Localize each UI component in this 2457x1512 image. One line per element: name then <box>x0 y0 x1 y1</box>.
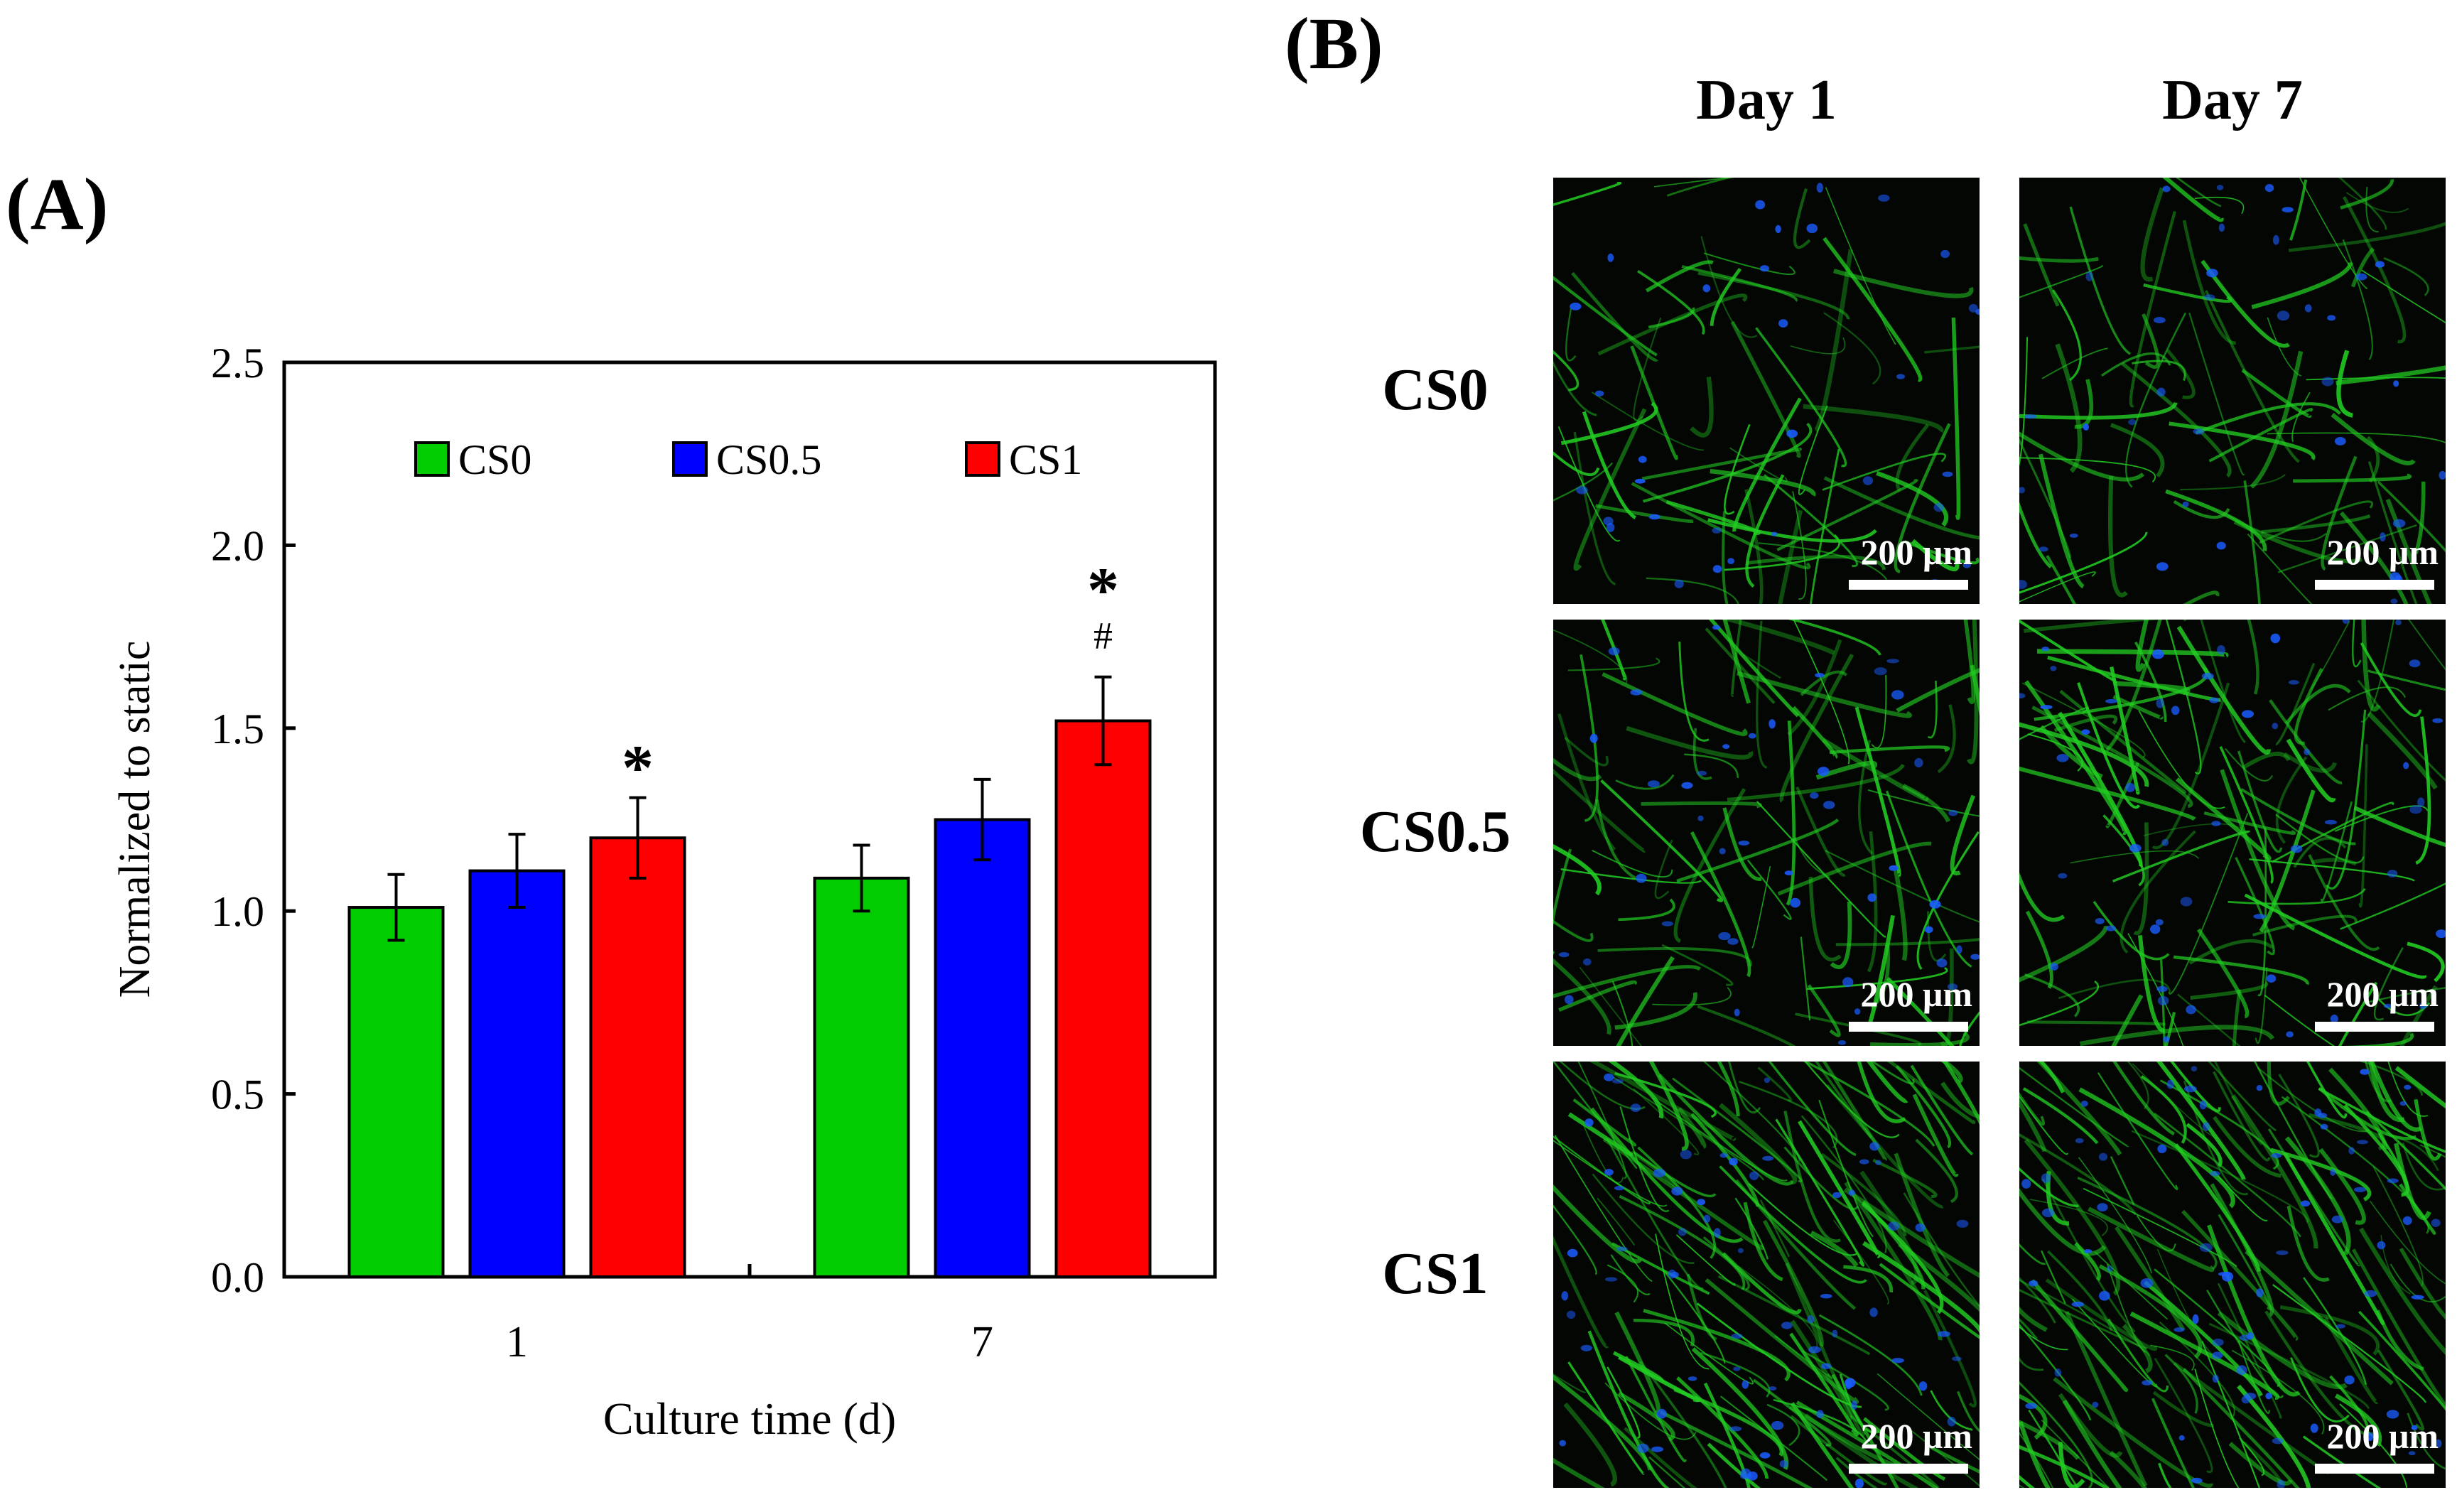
legend-label: CS0 <box>458 436 531 483</box>
scale-bar <box>1849 1464 1968 1474</box>
scale-bar-label: 200 μm <box>2326 1416 2439 1456</box>
y-tick-label: 1.0 <box>211 888 264 935</box>
row-label-cs0-5: CS0.5 <box>1359 799 1511 865</box>
bar-cs0-day-7 <box>813 876 910 1279</box>
significance-hash: # <box>1094 615 1113 657</box>
scale-bar-label: 200 μm <box>2326 532 2439 572</box>
micrograph-cs0-day7: 200 μm <box>2019 178 2446 604</box>
scale-bar <box>2315 580 2434 590</box>
scale-bar-label: 200 μm <box>1860 1416 1973 1456</box>
micrograph-cs1-day7: 200 μm <box>2019 1062 2446 1488</box>
y-tick-label: 2.5 <box>211 340 264 387</box>
legend-label: CS1 <box>1009 436 1082 483</box>
column-header-day-1: Day 1 <box>1696 69 1837 131</box>
legend-swatch-cs0 <box>414 441 450 477</box>
y-tick-label: 0.0 <box>211 1254 264 1301</box>
legend-swatch-cs0-5 <box>672 441 708 477</box>
scale-bar <box>2315 1464 2434 1474</box>
column-header-day-7: Day 7 <box>2162 69 2303 131</box>
scale-bar-label: 200 μm <box>1860 974 1973 1014</box>
legend-swatch-cs1 <box>965 441 1000 477</box>
micrograph-cs1-day1: 200 μm <box>1553 1062 1980 1488</box>
x-axis-label: Culture time (d) <box>603 1393 896 1444</box>
bar-series <box>347 675 1152 1279</box>
scale-bar-label: 200 μm <box>1860 532 1973 572</box>
bar-cs0-5-day-7 <box>934 818 1031 1278</box>
significance-asterisk: * <box>1087 556 1119 626</box>
y-tick-label: 1.5 <box>211 706 264 752</box>
significance-asterisk: * <box>622 733 654 804</box>
legend: CS0 CS0.5 CS1 <box>414 436 1082 483</box>
y-tick-label: 0.5 <box>211 1071 264 1118</box>
y-axis-label: Normalized to static <box>111 641 159 998</box>
scale-bar <box>1849 580 1968 590</box>
x-tick-label: 1 <box>506 1318 528 1366</box>
scale-bar <box>2315 1022 2434 1032</box>
micrograph-cs0-5-day7: 200 μm <box>2019 620 2446 1046</box>
significance-marks: **# <box>622 556 1119 804</box>
micrograph-cs0-day1: 200 μm <box>1553 178 1980 604</box>
bar-cs1-day-1 <box>589 836 686 1278</box>
bar-cs1-day-7 <box>1054 719 1152 1278</box>
scale-bar-label: 200 μm <box>2326 974 2439 1014</box>
legend-label: CS0.5 <box>716 436 821 483</box>
x-tick-label: 7 <box>971 1318 993 1366</box>
scale-bar <box>1849 1022 1968 1032</box>
micrograph-cs0-5-day1: 200 μm <box>1553 620 1980 1046</box>
panel-a-label: (A) <box>6 163 109 245</box>
panel-b-label: (B) <box>1285 3 1383 85</box>
bar-cs0-5-day-1 <box>468 869 566 1278</box>
bar-cs0-day-1 <box>347 906 445 1278</box>
y-axis: 0.0 0.5 1.0 1.5 2.0 2.5 <box>211 340 296 1301</box>
row-label-cs1: CS1 <box>1382 1241 1489 1307</box>
row-label-cs0: CS0 <box>1382 357 1489 423</box>
y-tick-label: 2.0 <box>211 522 264 569</box>
